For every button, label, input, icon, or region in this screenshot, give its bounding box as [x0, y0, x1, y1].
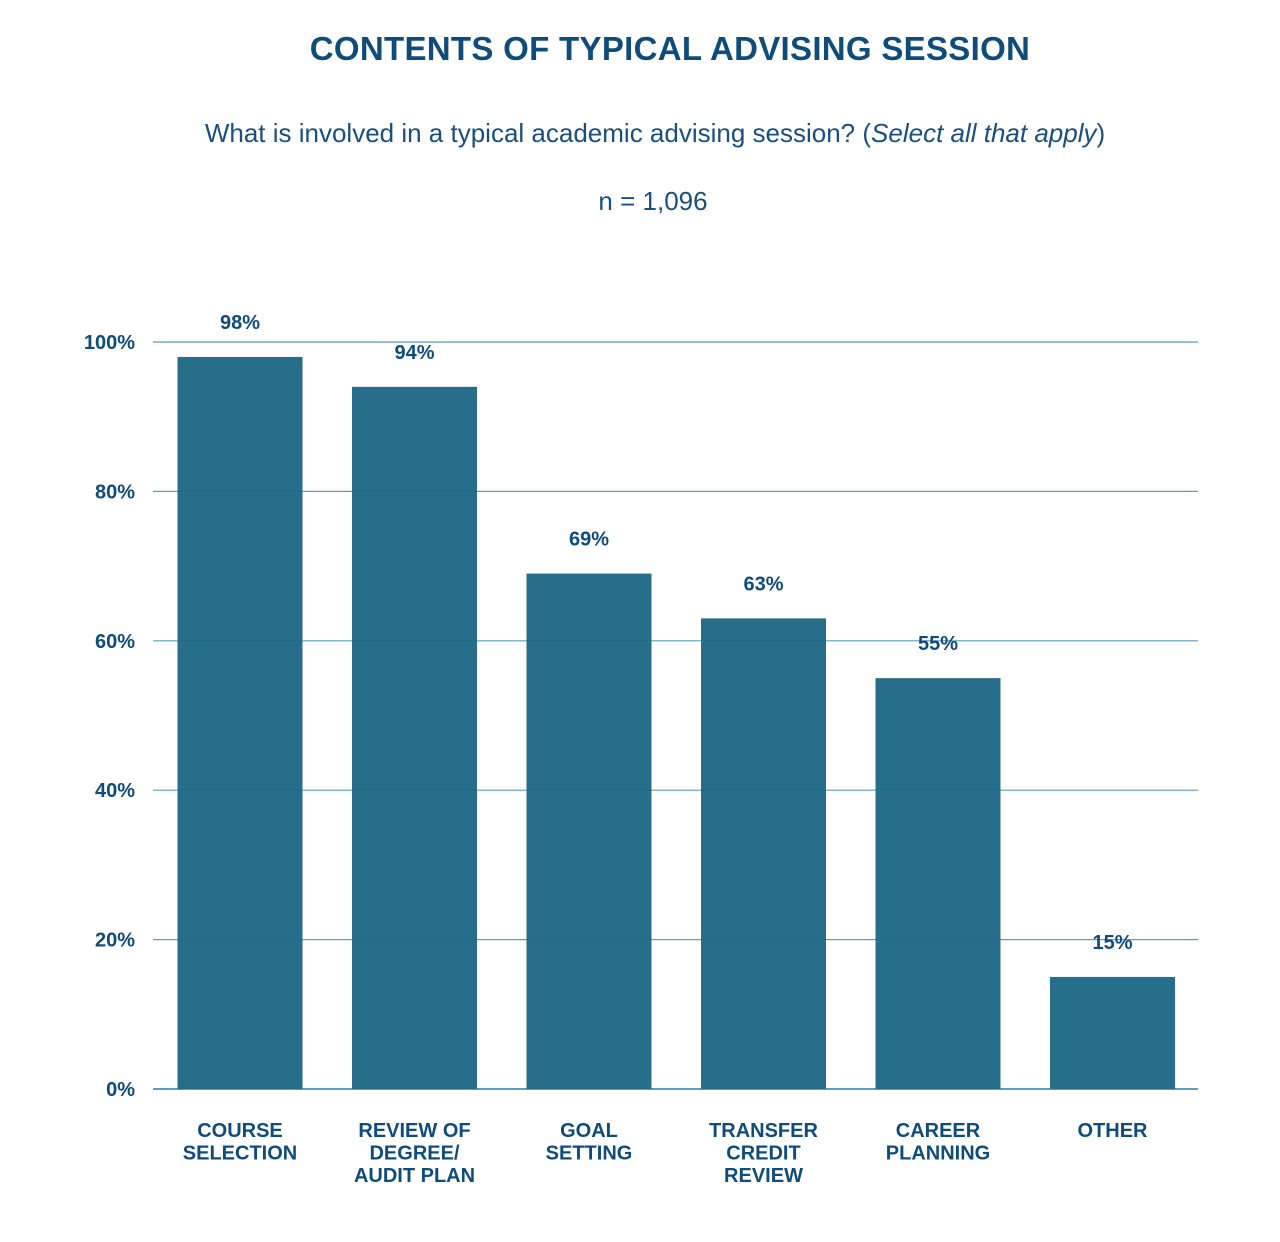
- x-tick-label-line: DEGREE/: [369, 1143, 459, 1165]
- x-tick-label-line: CAREER: [896, 1120, 981, 1142]
- x-tick-label: GOAL SETTING: [546, 1120, 633, 1165]
- x-tick-label-line: REVIEW: [724, 1165, 803, 1187]
- data-label: 94%: [394, 342, 434, 364]
- y-tick-label: 20%: [95, 930, 135, 952]
- x-tick-label: OTHER: [1078, 1120, 1149, 1142]
- y-tick-label: 80%: [95, 481, 135, 503]
- x-tick-label-line: SETTING: [546, 1143, 633, 1165]
- x-tick-label-line: PLANNING: [886, 1143, 990, 1165]
- subtitle-instruction: Select all that apply: [871, 118, 1097, 148]
- x-tick-label-line: GOAL: [560, 1120, 618, 1142]
- subtitle-close: ): [1096, 118, 1106, 148]
- bar: [1050, 976, 1175, 1089]
- x-axis-labels: COURSE SELECTION REVIEW OF DEGREE/AUDIT PLA…: [183, 1120, 1148, 1187]
- data-label: 69%: [569, 529, 609, 551]
- y-tick-label: 40%: [95, 780, 135, 802]
- data-label: 55%: [918, 633, 958, 655]
- bar: [701, 618, 826, 1089]
- data-label: 63%: [743, 573, 783, 595]
- x-tick-label: COURSE SELECTION: [183, 1120, 297, 1165]
- x-tick-label-line: TRANSFER: [709, 1120, 818, 1142]
- x-tick-label-line: CREDIT: [726, 1143, 800, 1165]
- sample-size: n = 1,096: [598, 186, 708, 216]
- x-tick-label-line: SELECTION: [183, 1143, 297, 1165]
- data-labels: 98% 94% 69% 63% 55% 15%: [220, 312, 1133, 954]
- x-tick-label-line: OTHER: [1078, 1120, 1149, 1142]
- x-tick-label-line: AUDIT PLAN: [354, 1165, 475, 1187]
- y-axis-ticks: 0% 20% 40% 60% 80% 100%: [84, 332, 135, 1101]
- chart-title: CONTENTS OF TYPICAL ADVISING SESSION: [309, 30, 1031, 67]
- subtitle-question: What is involved in a typical academic a…: [204, 118, 872, 148]
- chart-subtitle: What is involved in a typical academic a…: [0, 118, 1280, 149]
- x-tick-label: REVIEW OF DEGREE/AUDIT PLAN: [354, 1120, 475, 1187]
- y-tick-label: 0%: [106, 1079, 135, 1101]
- x-tick-label-line: REVIEW OF: [358, 1120, 470, 1142]
- data-label: 15%: [1092, 932, 1132, 954]
- bar: [875, 678, 1001, 1089]
- x-tick-label: CAREER PLANNING: [886, 1120, 990, 1165]
- bar: [526, 573, 652, 1089]
- gridlines: [153, 341, 1198, 1090]
- x-tick-label-line: COURSE: [197, 1120, 283, 1142]
- bar: [177, 356, 303, 1089]
- y-tick-label: 100%: [84, 332, 135, 354]
- data-label: 98%: [220, 312, 260, 334]
- bars: [177, 356, 1175, 1089]
- x-tick-label: TRANSFER CREDIT REVIEW: [709, 1120, 818, 1187]
- bar: [352, 386, 477, 1089]
- y-tick-label: 60%: [95, 631, 135, 653]
